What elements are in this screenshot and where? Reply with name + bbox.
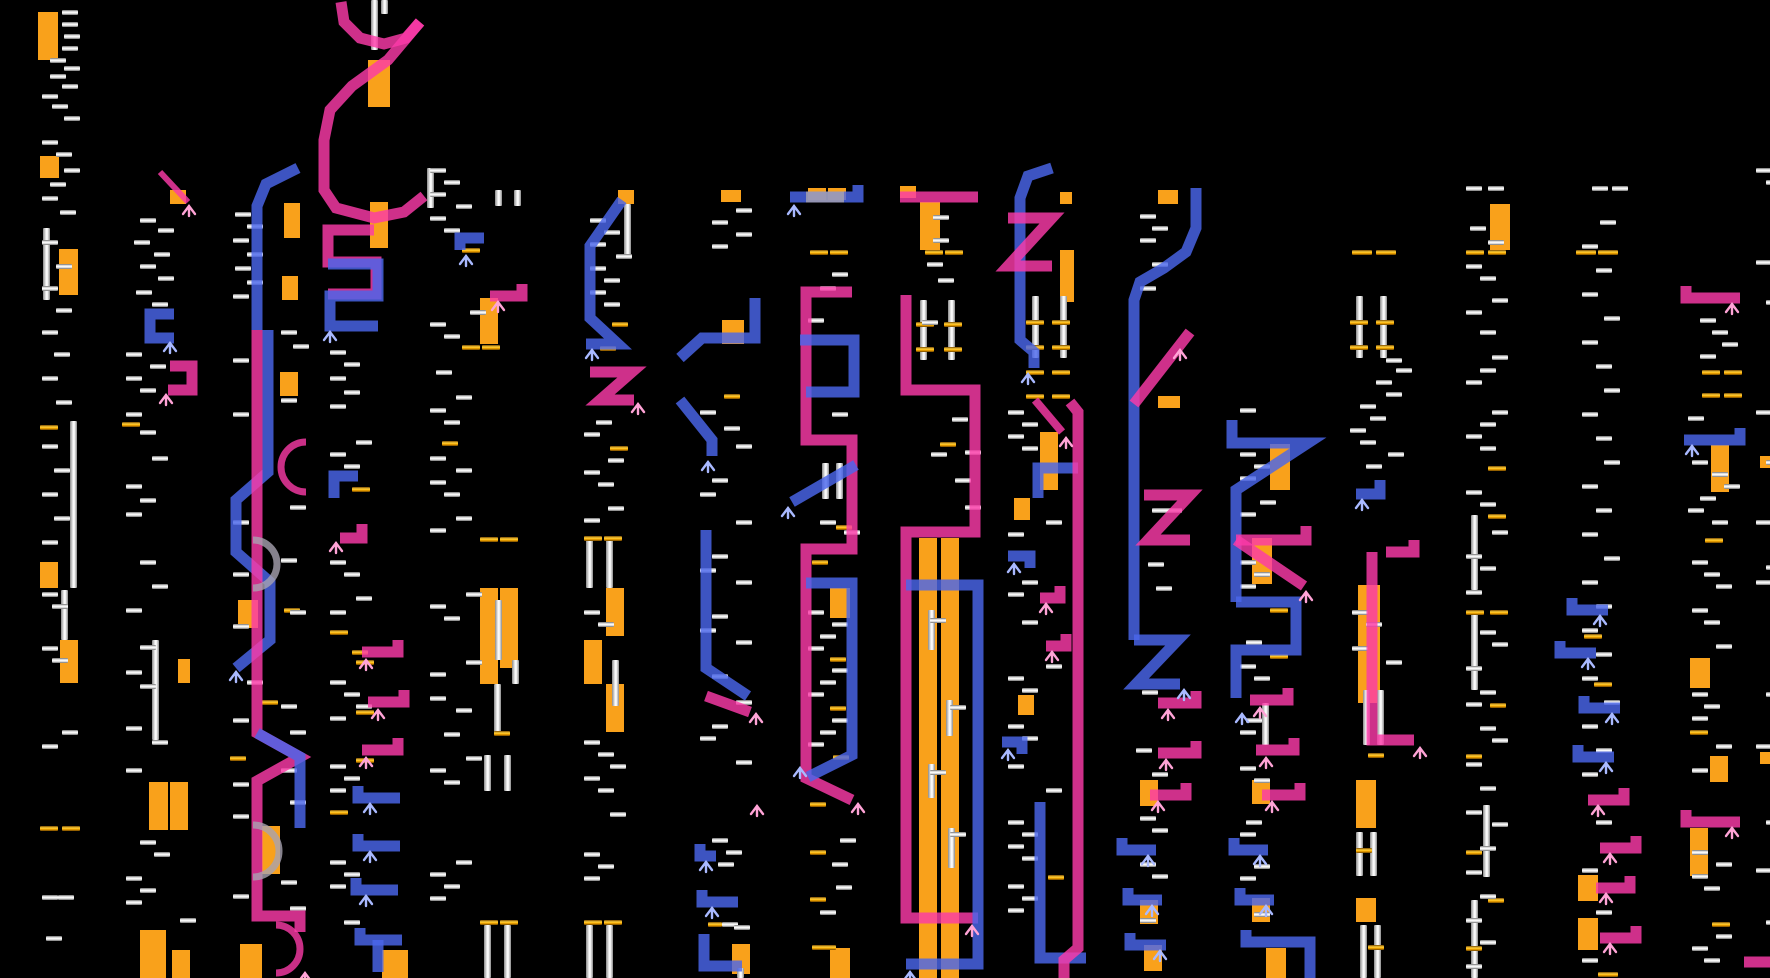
- chevron-arrow-icons: [158, 204, 1740, 978]
- silver-bars: [43, 0, 1490, 978]
- gold-dashes: [40, 248, 1742, 977]
- arc-marks: [252, 438, 307, 977]
- route-lines: [144, 1, 1770, 978]
